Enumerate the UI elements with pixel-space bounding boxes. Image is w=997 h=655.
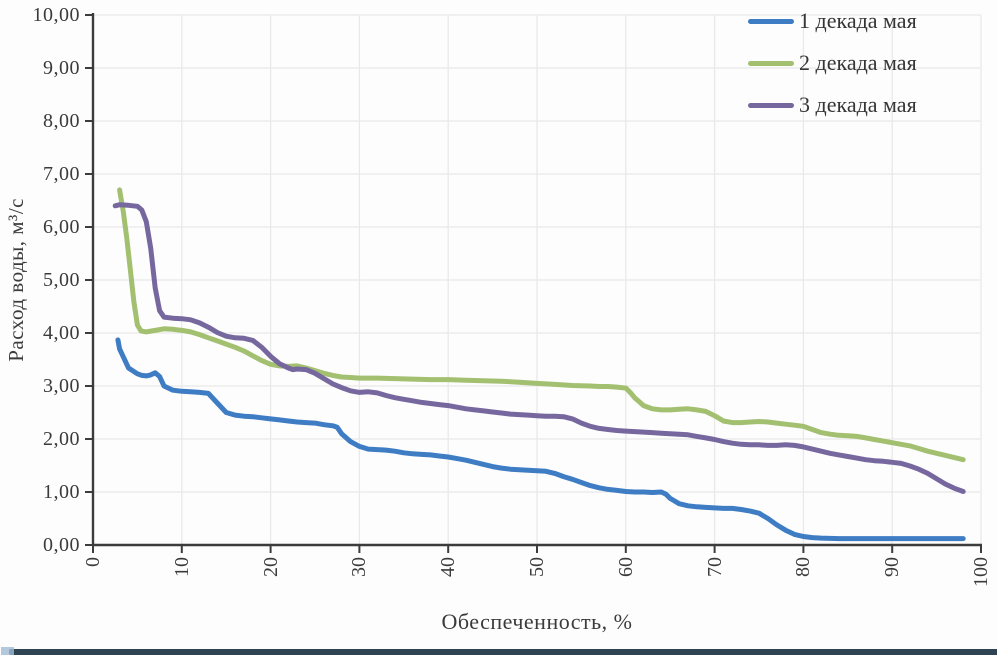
y-axis-title-text: Расход воды, м³/с xyxy=(3,198,28,362)
legend-item: 2 декада мая xyxy=(748,50,917,76)
legend-item: 1 декада мая xyxy=(748,8,917,34)
y-tick-label: 1,00 xyxy=(43,481,80,503)
y-axis-title: Расход воды, м³/с xyxy=(1,15,31,545)
y-tick-label: 8,00 xyxy=(43,110,80,132)
series-line xyxy=(117,187,966,463)
gridlines xyxy=(93,14,982,545)
legend-line-swatch xyxy=(748,18,794,24)
y-tick-label: 5,00 xyxy=(43,269,80,291)
legend-line-swatch xyxy=(748,102,794,108)
legend: 1 декада мая 2 декада мая 3 декада мая xyxy=(748,8,917,134)
y-tick-label: 4,00 xyxy=(43,322,80,344)
y-tick-label: 9,00 xyxy=(43,57,80,79)
x-axis-title: Обеспеченность, % xyxy=(441,609,633,634)
x-tick-label: 80 xyxy=(792,557,815,577)
series-line xyxy=(115,337,966,542)
x-tick-label: 10 xyxy=(170,557,193,577)
legend-label: 2 декада мая xyxy=(799,50,917,75)
x-tick-label: 0 xyxy=(82,557,104,567)
legend-line-swatch xyxy=(748,60,794,66)
x-tick-label: 100 xyxy=(970,557,992,587)
y-tick-label: 6,00 xyxy=(43,216,80,238)
legend-label: 3 декада мая xyxy=(799,92,917,117)
x-tick-label: 50 xyxy=(526,557,548,577)
legend-item: 3 декада мая xyxy=(748,92,917,118)
y-tick-label: 0,00 xyxy=(43,534,80,556)
series-line xyxy=(112,202,966,494)
x-tick-label: 30 xyxy=(348,557,371,577)
x-tick-label: 40 xyxy=(437,557,460,577)
scan-artifact-mark xyxy=(1,647,14,655)
scan-artifact-line xyxy=(9,649,997,655)
y-tick-label: 2,00 xyxy=(43,428,80,450)
y-tick-label: 3,00 xyxy=(43,375,80,397)
x-tick-label: 70 xyxy=(703,557,726,577)
axis-ticks xyxy=(85,14,982,553)
y-tick-label: 10,00 xyxy=(32,4,80,26)
y-tick-label: 7,00 xyxy=(43,163,80,185)
series-lines xyxy=(112,187,966,542)
x-tick-label: 90 xyxy=(881,557,904,577)
legend-label: 1 декада мая xyxy=(799,8,917,33)
x-tick-label: 20 xyxy=(259,557,282,577)
x-tick-label: 60 xyxy=(614,557,637,577)
